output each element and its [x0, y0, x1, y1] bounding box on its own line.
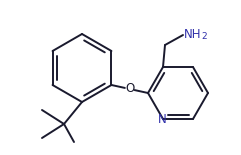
- Text: 2: 2: [201, 31, 207, 40]
- Text: O: O: [125, 82, 134, 95]
- Text: NH: NH: [184, 28, 202, 40]
- Text: N: N: [158, 113, 166, 126]
